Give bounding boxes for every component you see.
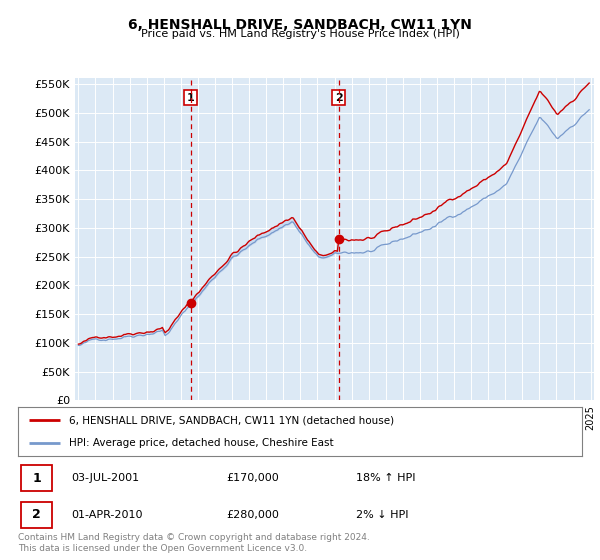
- Text: 1: 1: [32, 472, 41, 485]
- Text: 18% ↑ HPI: 18% ↑ HPI: [356, 473, 416, 483]
- FancyBboxPatch shape: [21, 465, 52, 492]
- Text: 2: 2: [335, 93, 343, 102]
- Text: 2: 2: [32, 508, 41, 521]
- Text: 2% ↓ HPI: 2% ↓ HPI: [356, 510, 409, 520]
- Text: Contains HM Land Registry data © Crown copyright and database right 2024.
This d: Contains HM Land Registry data © Crown c…: [18, 533, 370, 553]
- Text: £280,000: £280,000: [227, 510, 280, 520]
- Text: 6, HENSHALL DRIVE, SANDBACH, CW11 1YN (detached house): 6, HENSHALL DRIVE, SANDBACH, CW11 1YN (d…: [69, 416, 394, 426]
- FancyBboxPatch shape: [21, 502, 52, 528]
- Text: 1: 1: [187, 93, 194, 102]
- Text: HPI: Average price, detached house, Cheshire East: HPI: Average price, detached house, Ches…: [69, 438, 334, 448]
- Text: 01-APR-2010: 01-APR-2010: [71, 510, 143, 520]
- Text: 03-JUL-2001: 03-JUL-2001: [71, 473, 140, 483]
- Text: £170,000: £170,000: [227, 473, 280, 483]
- Text: Price paid vs. HM Land Registry's House Price Index (HPI): Price paid vs. HM Land Registry's House …: [140, 29, 460, 39]
- Text: 6, HENSHALL DRIVE, SANDBACH, CW11 1YN: 6, HENSHALL DRIVE, SANDBACH, CW11 1YN: [128, 18, 472, 32]
